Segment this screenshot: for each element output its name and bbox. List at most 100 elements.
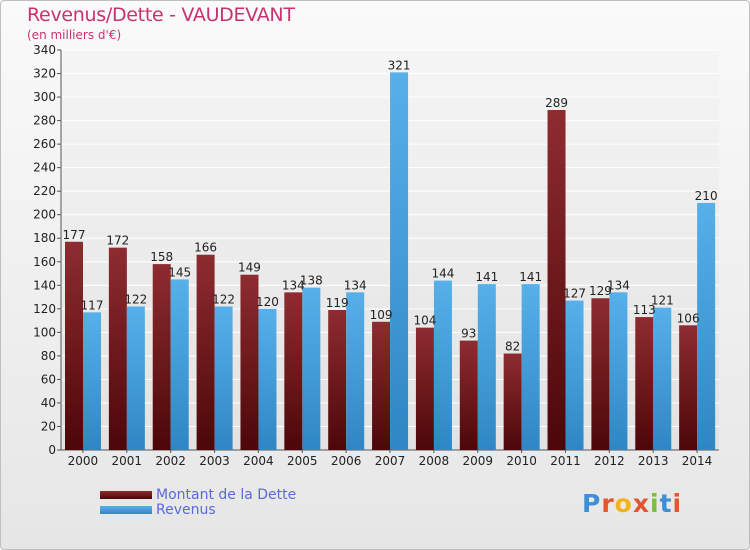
y-tick-label: 120: [33, 302, 56, 316]
y-tick-label: 20: [41, 419, 56, 433]
chart-subtitle: (en milliers d'€): [27, 28, 122, 42]
legend-item-dette: Montant de la Dette: [100, 487, 296, 503]
bar-revenus: [83, 312, 101, 450]
data-label: 121: [651, 294, 674, 308]
bar-revenus: [214, 306, 233, 450]
logo-letter: i: [650, 489, 660, 518]
x-tick-label: 2014: [682, 454, 713, 468]
legend-swatch-dette: [100, 491, 152, 499]
data-label: 144: [431, 267, 454, 281]
data-label: 177: [63, 228, 86, 242]
bar-revenus: [170, 279, 189, 450]
bar-dette: [196, 254, 215, 450]
x-tick-label: 2003: [199, 454, 230, 468]
bar-dette: [284, 292, 303, 450]
bar-dette: [459, 340, 478, 450]
bar-revenus: [697, 202, 716, 450]
data-label: 122: [212, 292, 235, 306]
bar-dette: [328, 310, 347, 450]
y-tick-label: 160: [33, 255, 56, 269]
bar-revenus: [390, 72, 409, 451]
data-label: 106: [677, 311, 700, 325]
logo-letter: i: [672, 489, 683, 518]
bar-dette: [547, 110, 566, 450]
y-tick-label: 80: [41, 349, 56, 363]
data-label: 321: [388, 58, 411, 72]
data-label: 104: [413, 314, 436, 328]
x-tick-label: 2000: [68, 454, 99, 468]
x-tick-label: 2008: [419, 454, 450, 468]
bar-dette: [152, 264, 171, 450]
bar-dette: [503, 353, 522, 450]
bar-dette: [679, 325, 698, 450]
data-label: 119: [326, 296, 349, 310]
bar-revenus: [346, 292, 365, 450]
data-label: 158: [150, 250, 173, 264]
data-label: 134: [607, 278, 630, 292]
logo-letter: x: [632, 489, 650, 518]
y-tick-label: 0: [48, 443, 56, 457]
chart-data-labels: 1771171721221581451661221491201341381191…: [63, 58, 718, 353]
x-tick-label: 2007: [375, 454, 406, 468]
x-tick-label: 2006: [331, 454, 362, 468]
data-label: 82: [505, 340, 520, 354]
x-tick-label: 2004: [243, 454, 274, 468]
logo-letter: r: [601, 489, 615, 518]
data-label: 113: [633, 303, 656, 317]
logo-letter: P: [582, 489, 602, 518]
y-tick-label: 220: [33, 184, 56, 198]
logo-letter: t: [659, 489, 673, 518]
bar-dette: [240, 274, 259, 450]
y-tick-label: 240: [33, 161, 56, 175]
data-label: 129: [589, 284, 612, 298]
x-tick-label: 2011: [550, 454, 581, 468]
y-tick-label: 180: [33, 231, 56, 245]
logo-letter: o: [614, 489, 633, 518]
x-tick-label: 2009: [462, 454, 493, 468]
proxiti-logo: Proxiti: [582, 489, 682, 518]
legend-label-dette: Montant de la Dette: [156, 487, 297, 503]
data-label: 109: [370, 308, 393, 322]
y-tick-label: 60: [41, 372, 56, 386]
bar-revenus: [126, 306, 145, 450]
data-label: 172: [106, 234, 129, 248]
bar-dette: [635, 317, 654, 450]
bar-revenus: [653, 307, 672, 450]
y-tick-label: 40: [41, 396, 56, 410]
legend-item-revenus: Revenus: [100, 502, 216, 518]
data-label: 122: [124, 292, 147, 306]
bar-revenus: [565, 300, 584, 450]
data-label: 145: [168, 265, 191, 279]
x-tick-label: 2001: [112, 454, 143, 468]
data-label: 117: [81, 298, 104, 312]
x-tick-label: 2005: [287, 454, 318, 468]
data-label: 93: [461, 327, 476, 341]
chart-bars: [65, 72, 716, 451]
data-label: 134: [282, 278, 305, 292]
bar-dette: [65, 241, 83, 450]
legend-label-revenus: Revenus: [156, 502, 216, 518]
y-tick-label: 280: [33, 114, 56, 128]
data-label: 166: [194, 241, 217, 255]
bar-revenus: [609, 292, 628, 450]
bar-revenus: [302, 287, 321, 450]
bar-revenus: [258, 308, 277, 450]
x-tick-label: 2010: [506, 454, 537, 468]
data-label: 210: [695, 189, 718, 203]
data-label: 149: [238, 261, 261, 275]
data-label: 289: [545, 96, 568, 110]
bar-dette: [108, 247, 127, 450]
bar-revenus: [521, 284, 540, 450]
y-tick-label: 200: [33, 208, 56, 222]
x-tick-label: 2013: [638, 454, 669, 468]
y-tick-label: 320: [33, 67, 56, 81]
bar-revenus: [477, 284, 496, 450]
data-label: 141: [475, 270, 498, 284]
data-label: 134: [344, 278, 367, 292]
bar-dette: [415, 327, 434, 450]
y-tick-label: 260: [33, 137, 56, 151]
data-label: 141: [519, 270, 542, 284]
y-tick-label: 340: [33, 43, 56, 57]
y-tick-label: 140: [33, 278, 56, 292]
